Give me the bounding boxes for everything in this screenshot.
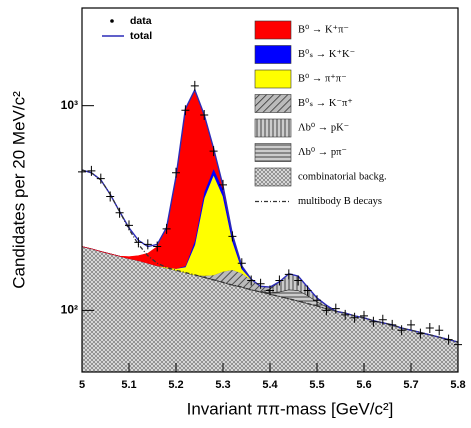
- legend-swatch: [254, 45, 292, 64]
- data-point: [115, 207, 124, 218]
- data-point: [407, 319, 415, 330]
- legend-label: combinatorial backg.: [298, 171, 387, 182]
- data-point: [350, 312, 359, 323]
- data-point: [266, 285, 274, 296]
- data-point: [200, 110, 209, 121]
- data-point: [219, 179, 227, 190]
- data-point: [134, 237, 143, 248]
- data-point: [96, 173, 105, 184]
- data-point: [190, 80, 199, 91]
- data-point: [303, 285, 312, 296]
- x-tick-label: 5.4: [262, 379, 278, 391]
- x-tick-label: 5.2: [168, 379, 183, 391]
- data-point: [369, 316, 378, 327]
- y-axis-label: Candidates per 20 MeV/c²: [9, 91, 28, 289]
- legend-label: total: [130, 30, 152, 42]
- data-point: [172, 167, 180, 178]
- data-point: [360, 310, 368, 321]
- data-point: [322, 305, 331, 316]
- data-point: [444, 334, 453, 345]
- data-point: [313, 295, 321, 306]
- x-axis-label: Invariant ππ-mass [GeV/c²]: [187, 399, 394, 418]
- area: [81, 246, 459, 373]
- legend-label: B⁰ₛ → K⁺K⁻: [298, 48, 356, 60]
- data-point: [256, 278, 265, 289]
- data-point: [143, 239, 152, 250]
- data-point: [294, 275, 303, 286]
- x-tick-label: 5.8: [450, 379, 465, 391]
- data-point: [125, 220, 133, 231]
- data-point: [247, 275, 256, 286]
- data-point: [237, 258, 246, 269]
- data-point: [416, 328, 425, 339]
- data-point: [331, 303, 340, 314]
- data-point: [388, 319, 397, 330]
- legend-swatch: [254, 118, 292, 138]
- data-point: [153, 241, 162, 252]
- legend-label: Λb⁰ → pπ⁻: [298, 146, 347, 158]
- data-point: [228, 231, 237, 242]
- x-tick-label: 5.1: [121, 379, 136, 391]
- data-point: [378, 314, 387, 325]
- legend-swatch: [254, 94, 292, 113]
- legend-swatch: [254, 69, 292, 89]
- legend-label: multibody B decays: [298, 196, 382, 207]
- y-tick-label: 10²: [61, 303, 78, 317]
- x-tick-label: 5.6: [356, 379, 371, 391]
- data-point: [275, 275, 284, 286]
- data-point: [181, 105, 190, 116]
- y-tick-label: 10³: [61, 98, 78, 112]
- x-tick-label: 5.3: [215, 379, 230, 391]
- data-point: [106, 191, 115, 202]
- legend-label: data: [130, 15, 152, 27]
- legend-swatch: [254, 20, 292, 40]
- data-point: [341, 309, 350, 320]
- data-point: [284, 269, 293, 280]
- data-point: [435, 325, 444, 336]
- data-point: [209, 146, 218, 157]
- legend-label: B⁰ → π⁺π⁻: [298, 72, 347, 84]
- legend-label: B⁰ → K⁺π⁻: [298, 23, 349, 35]
- legend-swatch: [254, 143, 292, 162]
- x-tick-label: 5.7: [403, 379, 418, 391]
- x-tick-label: 5.5: [309, 379, 324, 391]
- legend-label: Λb⁰ → pK⁻: [298, 121, 350, 133]
- legend-label: B⁰ₛ → K⁻π⁺: [298, 97, 353, 109]
- data-point: [397, 325, 406, 336]
- data-point: [162, 223, 171, 234]
- x-tick-label: 5: [79, 379, 85, 391]
- data-point: [87, 165, 96, 176]
- legend-swatch: [254, 167, 292, 187]
- data-point: [425, 323, 434, 334]
- legend-marker: [110, 19, 114, 23]
